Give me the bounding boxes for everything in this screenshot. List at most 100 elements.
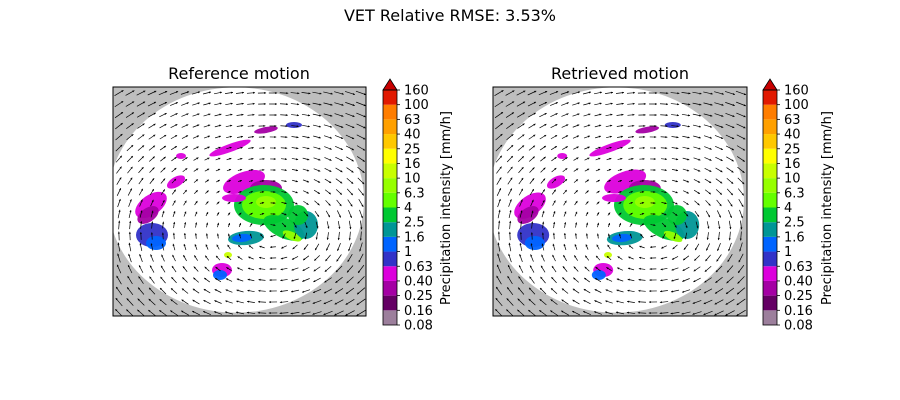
motion-arrowhead [225, 300, 228, 303]
motion-arrowhead [192, 288, 196, 291]
motion-arrowhead [150, 232, 153, 235]
motion-arrowhead [172, 254, 175, 258]
motion-arrowhead [626, 311, 629, 314]
motion-arrowhead [720, 159, 723, 161]
motion-arrowhead [610, 91, 613, 94]
motion-arrowhead [500, 133, 503, 137]
motion-arrowhead [325, 258, 328, 262]
precip-cell [286, 122, 302, 128]
motion-arrowhead [263, 135, 266, 138]
colorbar-bin [383, 266, 397, 281]
motion-arrowhead [196, 168, 199, 171]
motion-arrowhead [521, 156, 524, 159]
motion-arrowhead [660, 290, 663, 293]
motion-arrowhead [295, 169, 298, 172]
motion-arrowhead [650, 246, 653, 249]
motion-arrowhead [170, 288, 174, 291]
motion-arrowhead [246, 311, 249, 314]
motion-arrowhead [564, 200, 567, 203]
motion-arrowhead [279, 301, 282, 304]
motion-arrowhead [327, 226, 330, 229]
motion-arrowhead [207, 135, 210, 138]
motion-arrowhead [229, 146, 232, 149]
motion-arrowhead [497, 242, 500, 245]
motion-arrowhead [561, 299, 564, 302]
motion-arrowhead [543, 156, 546, 159]
motion-arrowhead [126, 309, 129, 312]
motion-arrowhead [329, 136, 332, 139]
motion-arrowhead [153, 134, 156, 137]
motion-arrowhead [117, 231, 120, 234]
motion-arrowhead [648, 300, 651, 304]
colorbar-bin [383, 134, 397, 149]
motion-arrowhead [174, 146, 177, 149]
motion-arrowhead [716, 259, 719, 262]
motion-arrowhead [306, 214, 309, 217]
motion-arrowhead [358, 259, 361, 263]
motion-arrowhead [660, 257, 663, 260]
motion-arrowhead [692, 312, 695, 315]
motion-arrowhead [665, 114, 668, 117]
motion-arrowhead [520, 210, 523, 213]
motion-arrowhead [312, 312, 315, 315]
motion-arrowhead [522, 134, 525, 137]
motion-arrowhead [290, 301, 293, 304]
motion-arrowhead [508, 253, 511, 257]
motion-arrowhead [714, 302, 717, 305]
motion-arrowhead [530, 232, 533, 235]
motion-arrowhead [731, 181, 734, 184]
motion-arrowhead [566, 102, 569, 105]
motion-arrowhead [281, 246, 284, 249]
motion-arrowhead [345, 302, 348, 305]
motion-arrowhead [697, 214, 699, 217]
motion-arrowhead [273, 224, 276, 227]
motion-arrowhead [717, 248, 720, 251]
motion-arrowhead [148, 298, 151, 301]
motion-arrowhead [617, 256, 620, 259]
motion-arrowhead [523, 90, 526, 93]
precip-cell [176, 153, 186, 159]
motion-arrowhead [731, 159, 734, 162]
motion-arrowhead [542, 200, 545, 203]
motion-arrowhead [709, 158, 712, 161]
colorbar-tick-label: 40 [404, 128, 421, 143]
motion-arrowhead [699, 114, 702, 117]
motion-arrowhead [313, 269, 316, 272]
motion-arrowhead [308, 103, 311, 106]
motion-arrowhead [274, 102, 277, 106]
motion-arrowhead [218, 157, 221, 160]
motion-arrowhead [728, 248, 731, 252]
motion-arrowhead [649, 256, 652, 260]
motion-arrowhead [577, 91, 581, 94]
motion-arrowhead [259, 256, 262, 259]
motion-arrowhead [631, 146, 634, 149]
motion-arrowhead [241, 124, 244, 127]
precip-cell [591, 270, 606, 280]
motion-arrowhead [323, 313, 326, 316]
precip-cell [282, 230, 302, 242]
motion-arrowhead [359, 249, 362, 252]
motion-arrowhead [334, 313, 337, 316]
motion-arrowhead [542, 221, 545, 224]
motion-arrowhead [638, 289, 641, 292]
motion-arrowhead [131, 101, 135, 104]
motion-arrowhead [297, 92, 300, 95]
motion-arrowhead [362, 170, 365, 173]
motion-arrowhead [687, 158, 690, 161]
motion-arrowhead [294, 225, 297, 228]
motion-arrowhead [743, 137, 746, 140]
motion-arrowhead [338, 215, 341, 218]
motion-arrowhead [162, 200, 165, 203]
motion-arrowhead [174, 167, 177, 171]
motion-arrowhead [565, 135, 569, 138]
motion-arrowhead [609, 135, 612, 138]
motion-arrowhead [619, 202, 622, 205]
motion-arrowhead [335, 291, 338, 294]
motion-arrowhead [230, 102, 233, 105]
motion-arrowhead [511, 123, 514, 126]
motion-arrowhead [510, 188, 512, 191]
motion-arrowhead [577, 102, 580, 105]
motion-arrowhead [163, 156, 166, 159]
motion-arrowhead [714, 313, 717, 316]
motion-arrowhead [553, 200, 556, 203]
